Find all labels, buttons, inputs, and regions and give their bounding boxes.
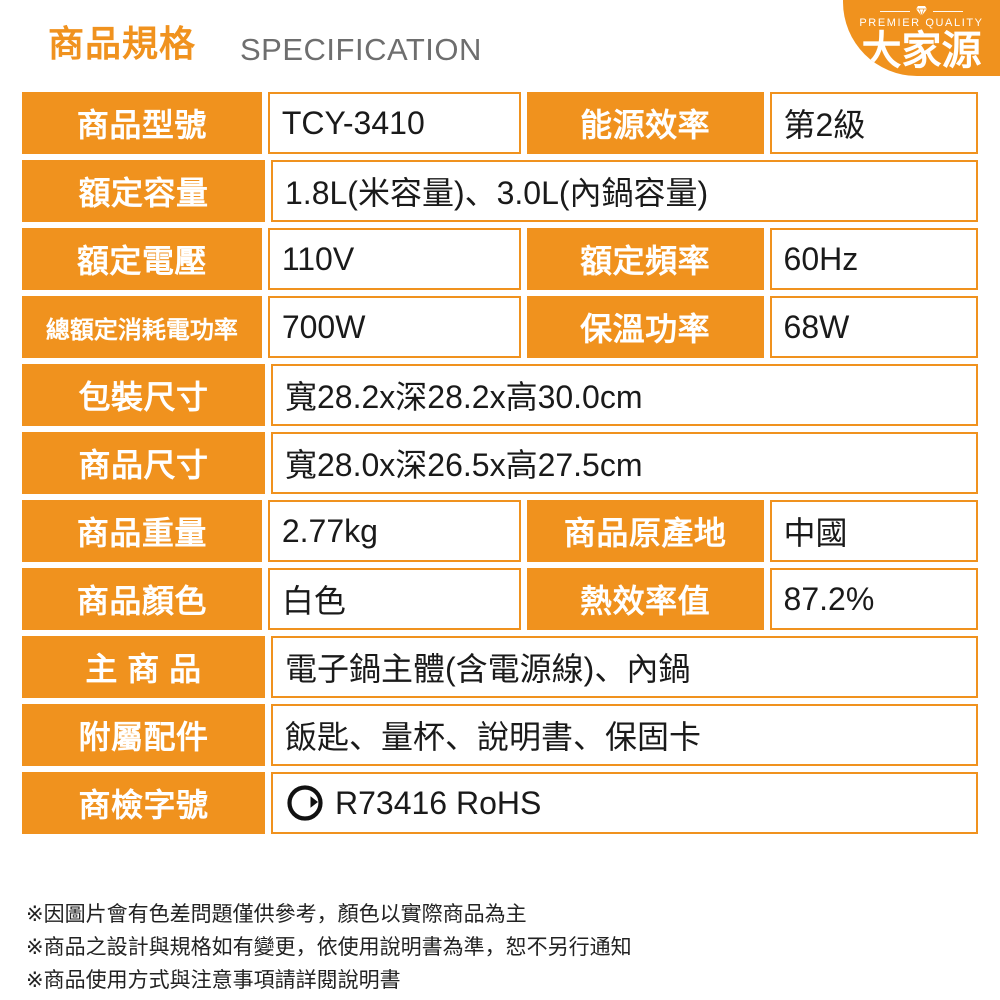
footer-note-line: ※因圖片會有色差問題僅供參考，顏色以實際商品為主 [26, 903, 527, 926]
specification-table: 商品型號 TCY-3410 能源效率 第2級 額定容量 1.8L(米容量)、3.… [22, 92, 978, 840]
spec-label: 商檢字號 [22, 772, 265, 834]
spec-label: 附屬配件 [22, 704, 265, 766]
spec-value: 白色 [267, 568, 521, 630]
table-row: 附屬配件 飯匙、量杯、說明書、保固卡 [22, 704, 978, 766]
table-row: 商檢字號 R73416 RoHS [22, 772, 978, 834]
spec-label: 保溫功率 [526, 296, 764, 358]
page-header: 商品規格 SPECIFICATION [0, 0, 1000, 88]
spec-label: 額定電壓 [22, 228, 262, 290]
spec-value: 第2級 [769, 92, 978, 154]
spec-value: 68W [769, 296, 978, 358]
spec-value: 1.8L(米容量)、3.0L(內鍋容量) [271, 160, 978, 222]
diamond-icon [843, 4, 1000, 18]
spec-value-certification: R73416 RoHS [271, 772, 978, 834]
spec-value: 寬28.2x深28.2x高30.0cm [271, 364, 978, 426]
logo-tagline: PREMIER QUALITY [859, 17, 984, 29]
footer-note-line: ※商品之設計與規格如有變更，依使用說明書為準，恕不另行通知 [26, 936, 632, 959]
spec-value: 700W [267, 296, 521, 358]
spec-value: TCY-3410 [267, 92, 521, 154]
table-row: 商品尺寸 寬28.0x深26.5x高27.5cm [22, 432, 978, 494]
spec-label: 包裝尺寸 [22, 364, 265, 426]
spec-label: 總額定消耗電功率 [22, 296, 262, 358]
spec-label: 主 商 品 [22, 636, 265, 698]
page-title-zh: 商品規格 [48, 23, 197, 64]
spec-label: 商品型號 [22, 92, 262, 154]
table-row: 商品重量 2.77kg 商品原產地 中國 [22, 500, 978, 562]
table-row: 總額定消耗電功率 700W 保溫功率 68W [22, 296, 978, 358]
spec-value: 飯匙、量杯、說明書、保固卡 [271, 704, 978, 766]
spec-label: 商品尺寸 [22, 432, 265, 494]
spec-label: 額定頻率 [526, 228, 764, 290]
spec-label: 商品顏色 [22, 568, 262, 630]
spec-label: 額定容量 [22, 160, 265, 222]
page-title-en: SPECIFICATION [240, 32, 482, 67]
footer-notes: ※因圖片會有色差問題僅供參考，顏色以實際商品為主 ※商品之設計與規格如有變更，依… [26, 898, 976, 997]
table-row: 商品顏色 白色 熱效率值 87.2% [22, 568, 978, 630]
table-row: 商品型號 TCY-3410 能源效率 第2級 [22, 92, 978, 154]
logo-brand-name: 大家源 [861, 29, 982, 73]
spec-label: 商品原產地 [526, 500, 764, 562]
footer-note-line: ※商品使用方式與注意事項請詳閱說明書 [26, 969, 401, 992]
spec-value: 87.2% [769, 568, 978, 630]
spec-value: 電子鍋主體(含電源線)、內鍋 [271, 636, 978, 698]
table-row: 額定電壓 110V 額定頻率 60Hz [22, 228, 978, 290]
certification-number: R73416 RoHS [335, 784, 542, 821]
table-row: 包裝尺寸 寬28.2x深28.2x高30.0cm [22, 364, 978, 426]
spec-value: 中國 [769, 500, 978, 562]
spec-value: 寬28.0x深26.5x高27.5cm [271, 432, 978, 494]
bsmi-certification-icon [285, 783, 325, 823]
spec-label: 能源效率 [526, 92, 764, 154]
logo-rule-left [880, 10, 910, 12]
spec-value: 2.77kg [267, 500, 521, 562]
spec-value: 110V [267, 228, 521, 290]
spec-value: 60Hz [769, 228, 978, 290]
spec-label: 熱效率值 [526, 568, 764, 630]
brand-logo: PREMIER QUALITY 大家源 [843, 0, 1000, 76]
spec-label: 商品重量 [22, 500, 262, 562]
table-row: 額定容量 1.8L(米容量)、3.0L(內鍋容量) [22, 160, 978, 222]
table-row: 主 商 品 電子鍋主體(含電源線)、內鍋 [22, 636, 978, 698]
logo-rule-right [933, 10, 963, 12]
